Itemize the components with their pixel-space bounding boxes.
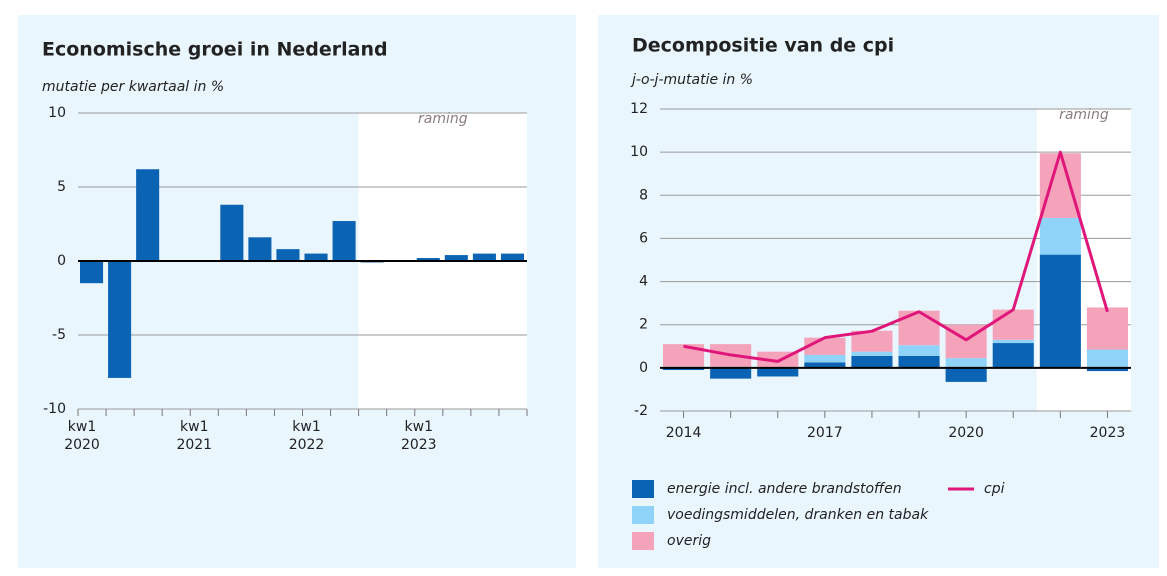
bar (472, 253, 496, 261)
legend-swatch (632, 506, 654, 524)
forecast-label: raming (1059, 107, 1109, 123)
bar-segment (1086, 349, 1128, 368)
bar-segment (710, 367, 752, 379)
x-tick-label: kw1 (405, 419, 433, 435)
bar-segment (1039, 153, 1081, 218)
y-tick-label: -2 (634, 403, 648, 419)
legend-label: voedingsmiddelen, dranken en tabak (667, 507, 929, 523)
chart-title: Economische groei in Nederland (42, 39, 388, 61)
x-tick-label: 2023 (1090, 425, 1126, 441)
bar-segment (851, 351, 893, 356)
x-tick-label: kw1 (180, 419, 208, 435)
bar-segment (898, 310, 940, 346)
legend-swatch (632, 532, 654, 550)
y-tick-label: 5 (57, 179, 66, 195)
bar (220, 204, 244, 261)
x-tick-label: 2023 (401, 437, 437, 453)
cpi-line (683, 150, 1109, 363)
y-tick-label: 10 (630, 144, 648, 160)
y-tick-label: 0 (57, 253, 66, 269)
bar (304, 253, 328, 261)
bar (444, 255, 468, 261)
bar (416, 258, 440, 261)
y-tick-label: -10 (43, 401, 66, 417)
bar-segment (1086, 367, 1128, 372)
chart-subtitle: mutatie per kwartaal in % (42, 79, 224, 95)
x-tick-label: 2020 (64, 437, 100, 453)
bar-segment (663, 344, 705, 367)
legend-label: overig (667, 533, 711, 549)
forecast-label: raming (418, 111, 468, 127)
bar (136, 169, 160, 261)
bar-segment (898, 345, 940, 356)
bar-segment (898, 355, 940, 368)
bar-segment (851, 330, 893, 352)
legend-label: cpi (984, 481, 1005, 497)
y-tick-label: 4 (639, 274, 648, 290)
bar (108, 261, 132, 378)
bar-segment (992, 343, 1034, 368)
bar-segment (945, 367, 987, 382)
legend-label: energie incl. andere brandstoffen (667, 481, 902, 497)
legend-swatch (632, 480, 654, 498)
chart-title: Decompositie van de cpi (632, 35, 894, 57)
y-tick-label: 8 (639, 187, 648, 203)
x-tick-label: 2014 (666, 425, 702, 441)
y-tick-label: 12 (630, 101, 648, 117)
x-tick-label: 2021 (176, 437, 212, 453)
bar-segment (851, 355, 893, 368)
bar (80, 261, 104, 284)
x-tick-label: 2022 (289, 437, 325, 453)
y-tick-label: 10 (48, 105, 66, 121)
bar-segment (804, 354, 846, 363)
x-tick-label: kw1 (292, 419, 320, 435)
y-tick-label: -5 (52, 327, 66, 343)
bar-segment (1039, 217, 1081, 255)
bar-segment (1086, 307, 1128, 350)
bar-segment (663, 367, 705, 371)
chart-subtitle: j-o-j-mutatie in % (630, 72, 753, 88)
x-tick-label: kw1 (68, 419, 96, 435)
bar-segment (992, 339, 1034, 344)
y-tick-label: 0 (639, 360, 648, 376)
x-tick-label: 2020 (948, 425, 984, 441)
bar-segment (804, 362, 846, 368)
bar-segment (945, 358, 987, 368)
y-tick-label: 2 (639, 317, 648, 333)
bar-segment (757, 367, 799, 377)
bar (500, 253, 524, 261)
bar-segment (1039, 254, 1081, 368)
bar (276, 249, 300, 261)
bar (332, 221, 356, 261)
bar (248, 237, 272, 261)
bar-segment (992, 309, 1034, 340)
y-tick-label: 6 (639, 230, 648, 246)
x-tick-label: 2017 (807, 425, 843, 441)
